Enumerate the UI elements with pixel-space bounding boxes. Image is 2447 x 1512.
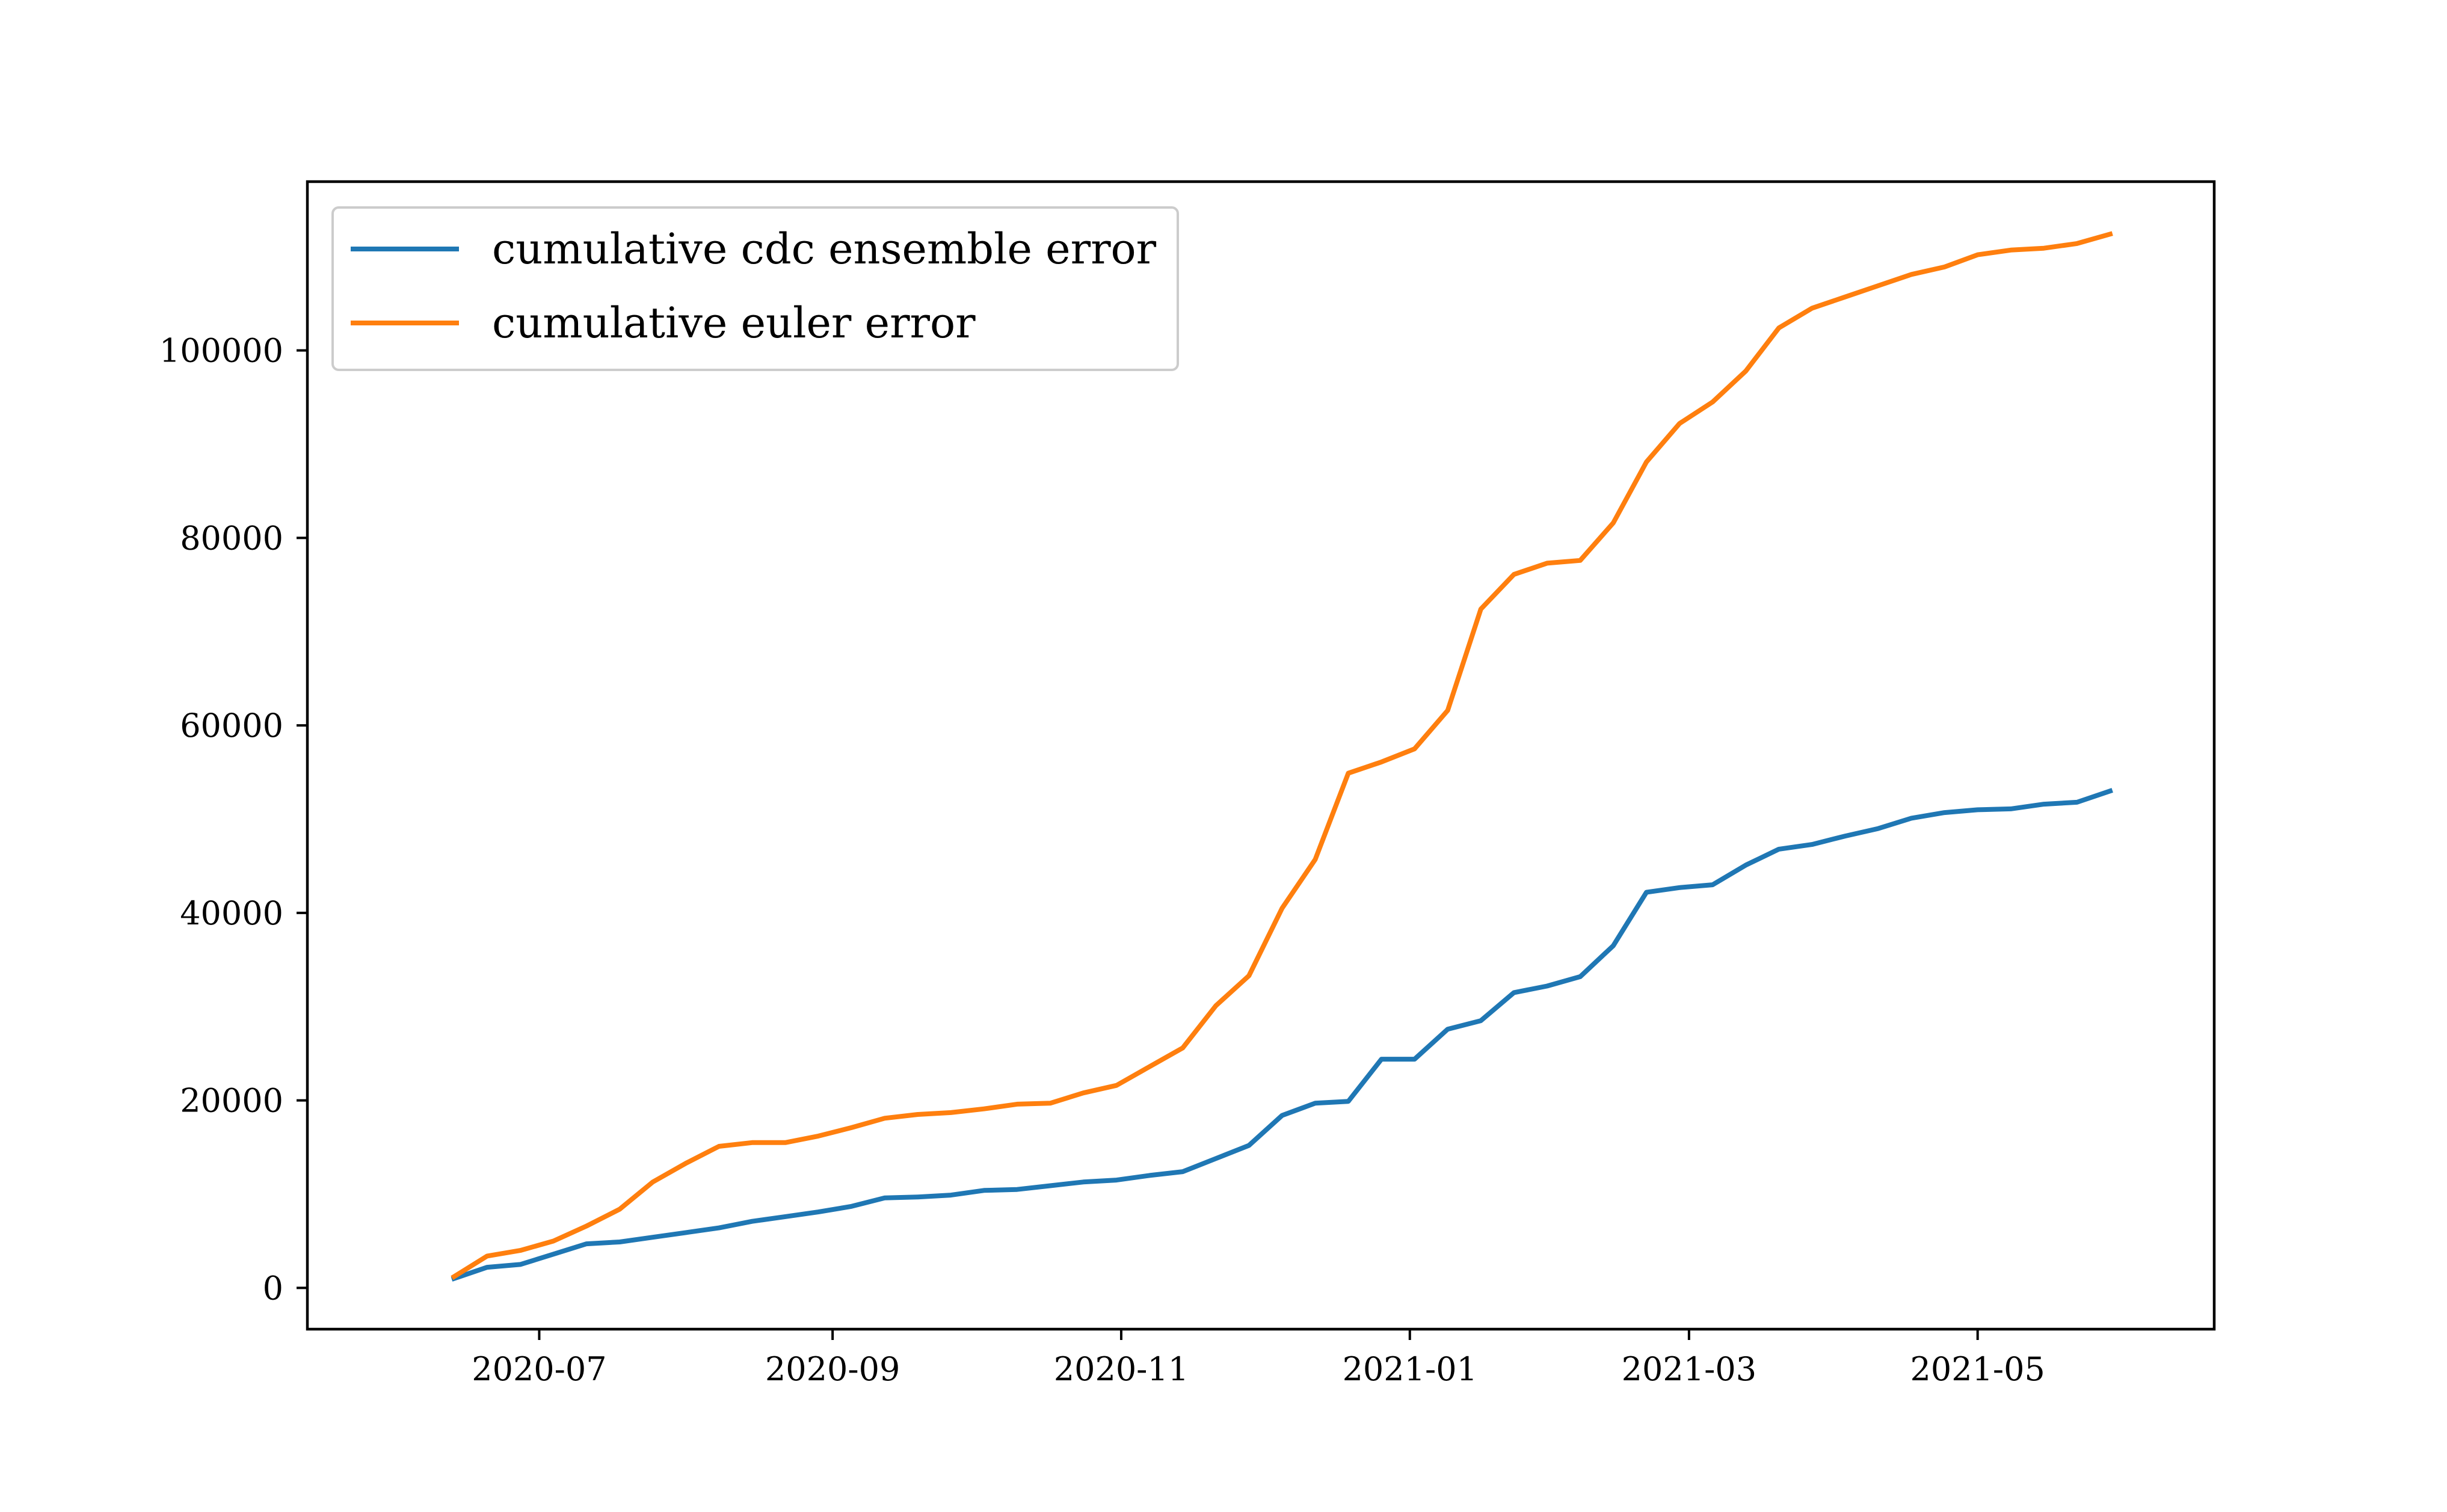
series-layer xyxy=(451,231,2113,1282)
y-tick-label: 60000 xyxy=(180,707,283,745)
plot-frame xyxy=(306,180,2216,1331)
legend-label-cdc: cumulative cdc ensemble error xyxy=(492,224,1157,274)
y-tick-label: 80000 xyxy=(180,519,283,557)
x-axis: 2020-07 2020-09 2020-11 2021-01 2021-03 2021-… xyxy=(472,1329,2045,1388)
x-tick-label: 2020-07 xyxy=(472,1350,606,1388)
series-line-euler xyxy=(451,231,2113,1280)
y-tick-label: 100000 xyxy=(159,332,283,370)
x-tick-label: 2021-01 xyxy=(1343,1350,1477,1388)
x-tick-label: 2021-03 xyxy=(1622,1350,1756,1388)
y-axis: 0 20000 40000 60000 80000 100000 xyxy=(159,332,307,1307)
y-tick-label: 0 xyxy=(263,1269,283,1307)
series-line-cdc xyxy=(451,788,2113,1282)
y-tick-label: 40000 xyxy=(180,894,283,932)
legend-box xyxy=(331,206,1179,371)
y-tick-label: 20000 xyxy=(180,1082,283,1120)
legend: cumulative cdc ensemble error cumulative… xyxy=(331,206,1179,371)
x-tick-label: 2020-09 xyxy=(765,1350,900,1388)
legend-label-euler: cumulative euler error xyxy=(492,298,976,348)
x-tick-label: 2021-05 xyxy=(1910,1350,2045,1388)
x-tick-label: 2020-11 xyxy=(1054,1350,1189,1388)
